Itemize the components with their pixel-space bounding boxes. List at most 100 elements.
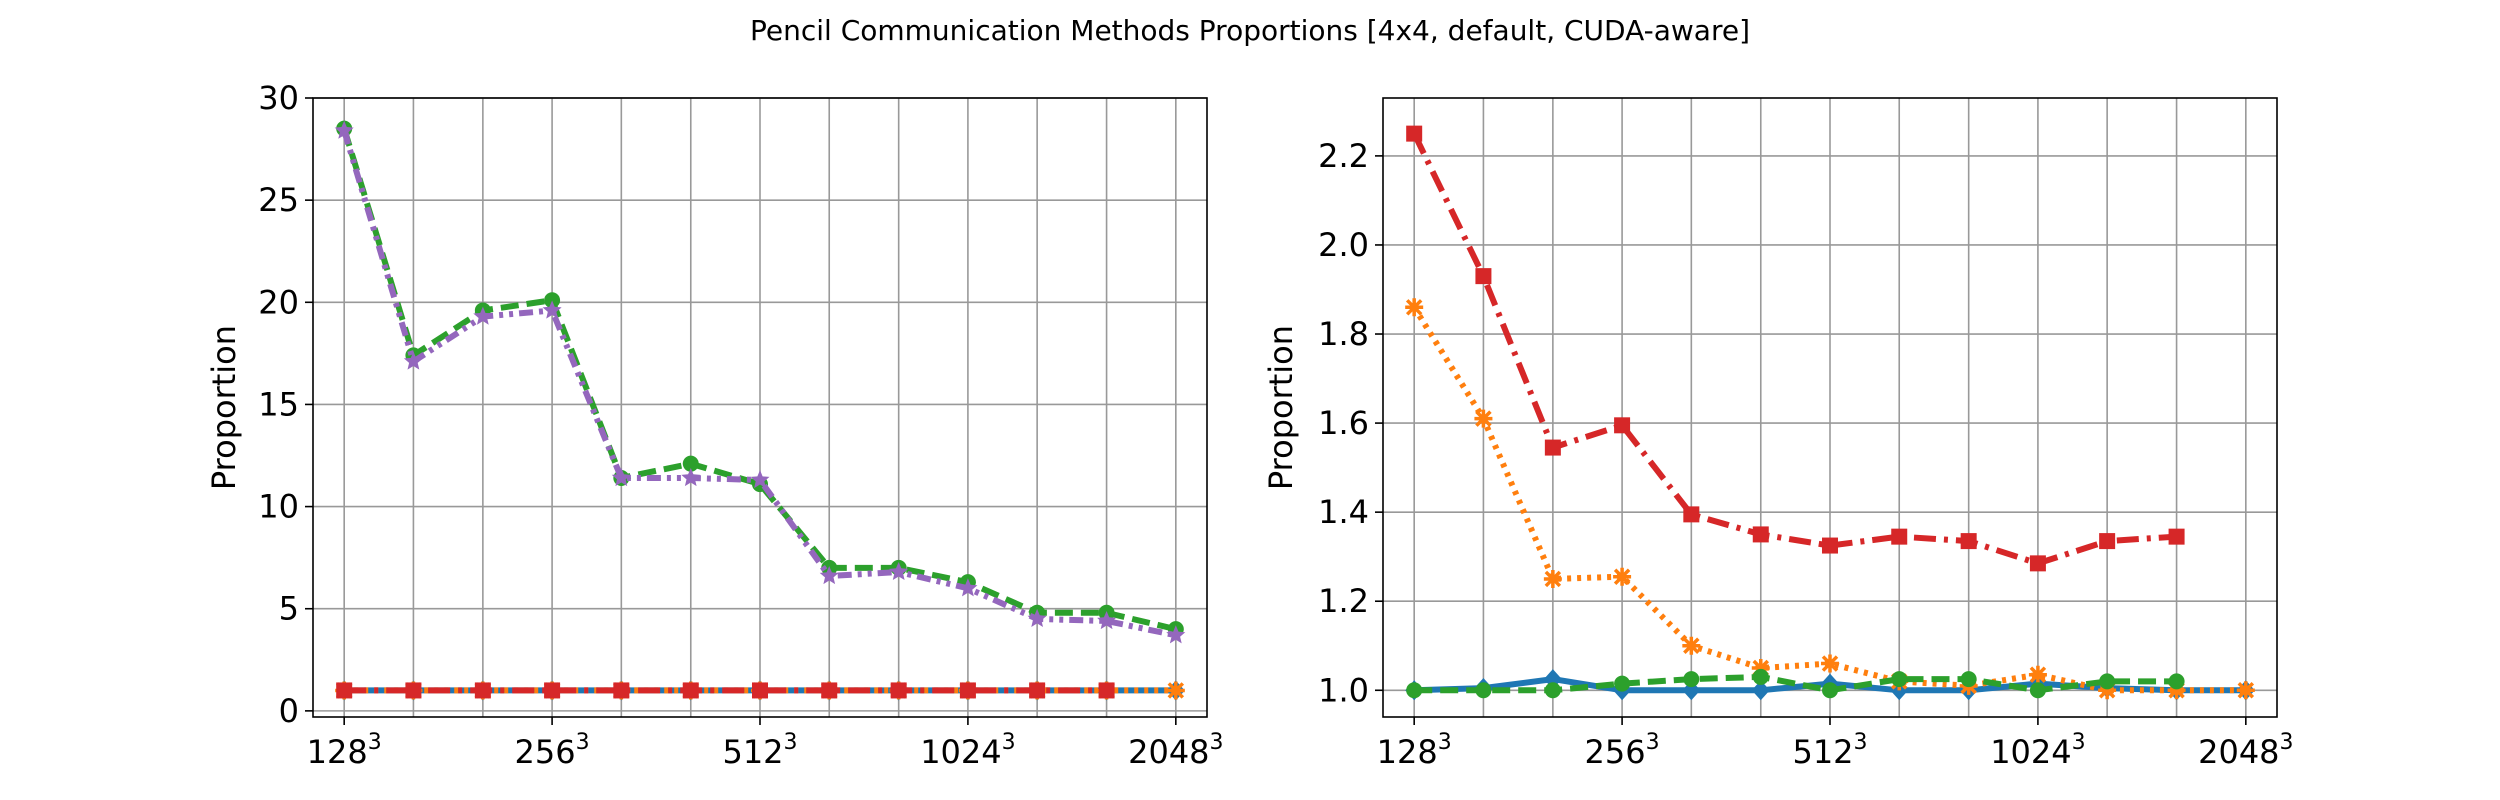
chart-right: 1.0 1.2 1.4 1.6 1.8 2.0 2.2 1283 2563 5123 10243 20…	[1262, 97, 2294, 771]
x-tick-label: 5123	[1792, 730, 1867, 771]
figure-title: Pencil Communication Methods Proportions…	[750, 14, 1750, 47]
data-point	[1166, 625, 1186, 644]
data-point	[2168, 528, 2185, 545]
data-point	[682, 455, 699, 472]
data-point	[403, 351, 423, 370]
data-point	[1683, 506, 1700, 523]
data-point	[1960, 671, 1977, 688]
grid	[313, 97, 1207, 717]
x-tick-label: 1283	[307, 730, 382, 771]
data-point	[1475, 268, 1492, 285]
data-point	[405, 682, 422, 699]
data-point	[1027, 608, 1047, 627]
y-axis-label: Proportion	[1262, 325, 1300, 490]
y-tick-label: 2.0	[1318, 226, 1369, 264]
data-point	[1475, 682, 1492, 699]
data-point	[1474, 409, 1493, 428]
y-tick-label: 20	[258, 283, 299, 321]
y-tick-label: 0	[279, 692, 299, 730]
data-point	[544, 682, 561, 699]
series-line	[1414, 673, 2177, 694]
data-point	[1406, 682, 1423, 699]
y-tick-label: 10	[258, 488, 299, 526]
series-group	[334, 120, 1186, 701]
x-tick-label: 2563	[1585, 730, 1660, 771]
data-point	[2168, 673, 2185, 690]
data-point	[1029, 682, 1046, 699]
data-point	[1960, 533, 1977, 550]
data-point	[1822, 682, 1838, 699]
y-tick-label: 30	[258, 79, 299, 117]
data-point	[752, 682, 768, 699]
data-point	[544, 292, 561, 309]
data-point	[1891, 671, 1908, 688]
data-point	[1614, 675, 1631, 692]
x-tick-label: 20483	[2198, 730, 2293, 771]
data-point	[1751, 680, 1770, 701]
data-point	[1891, 528, 1908, 545]
y-axis-label: Proportion	[205, 325, 243, 490]
data-point	[474, 682, 491, 699]
x-tick-label: 1283	[1377, 730, 1452, 771]
data-point	[2099, 673, 2116, 690]
data-point	[473, 306, 493, 325]
data-point	[890, 682, 907, 699]
data-point	[2029, 682, 2046, 699]
data-point	[1544, 682, 1561, 699]
data-point	[1683, 671, 1700, 688]
data-point	[2029, 555, 2046, 572]
y-tick-label: 1.0	[1318, 671, 1369, 709]
series-3	[336, 682, 1115, 699]
data-point	[336, 682, 353, 699]
data-point	[2098, 681, 2117, 700]
data-point	[821, 682, 838, 699]
data-point	[334, 120, 354, 139]
data-point	[1613, 567, 1632, 586]
data-point	[2167, 681, 2186, 700]
data-point	[1752, 668, 1769, 685]
x-tick-label: 2563	[515, 730, 590, 771]
series-2	[1406, 668, 2185, 699]
data-point	[682, 682, 699, 699]
data-point	[1166, 681, 1185, 700]
data-point	[2028, 665, 2047, 684]
x-tick-label: 20483	[1128, 730, 1223, 771]
y-tick-label: 5	[279, 590, 299, 628]
data-point	[611, 468, 631, 487]
y-tick-label: 2.2	[1318, 137, 1369, 175]
data-point	[959, 682, 976, 699]
data-point	[1614, 417, 1631, 434]
data-point	[2236, 681, 2255, 700]
data-point	[819, 566, 839, 585]
series-3	[1406, 125, 2185, 572]
y-tick-label: 1.6	[1318, 404, 1369, 442]
series-line	[1411, 132, 2177, 567]
data-point	[1751, 659, 1770, 678]
y-tick-label: 25	[258, 181, 299, 219]
data-point	[1543, 569, 1562, 588]
x-tick-label: 5123	[722, 730, 797, 771]
data-point	[681, 468, 701, 487]
data-point	[613, 682, 630, 699]
y-tick-label: 1.2	[1318, 582, 1369, 620]
series-group	[1405, 125, 2255, 701]
data-point	[750, 470, 770, 489]
y-tick-label: 15	[258, 385, 299, 423]
data-point	[2099, 533, 2116, 550]
data-point	[1682, 636, 1701, 655]
data-point	[889, 562, 909, 580]
data-point	[542, 300, 562, 319]
data-point	[1752, 526, 1769, 543]
data-point	[958, 578, 978, 597]
y-tick-label: 1.4	[1318, 493, 1369, 531]
x-tick-label: 10243	[920, 730, 1015, 771]
data-point	[1097, 611, 1117, 630]
x-tick-label: 10243	[1990, 730, 2085, 771]
data-point	[1544, 439, 1561, 456]
grid	[1383, 98, 2277, 717]
series-4	[334, 120, 1186, 644]
data-point	[1098, 682, 1115, 699]
data-point	[1405, 298, 1424, 317]
